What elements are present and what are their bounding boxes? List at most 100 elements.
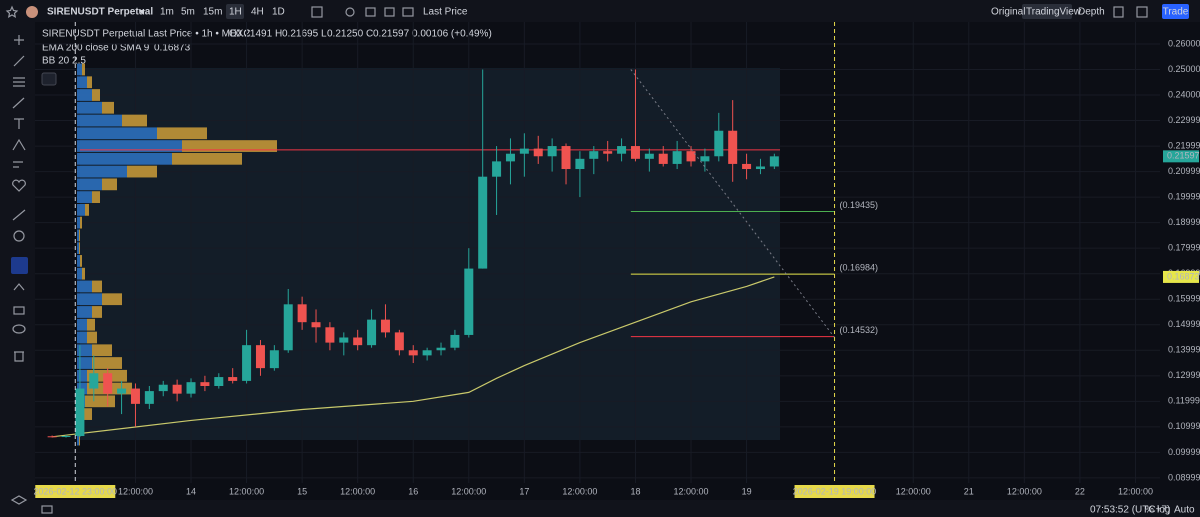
profile-down [92, 191, 100, 203]
timeframe[interactable]: 5m [181, 7, 195, 18]
candle-body [436, 347, 446, 351]
candle-body [228, 377, 238, 381]
candle-body [755, 166, 765, 170]
profile-up [77, 369, 87, 382]
x-tick-label: 22 [1075, 486, 1085, 496]
timeframe[interactable]: 1H [229, 7, 242, 18]
y-tick-label: 0.25000 [1168, 64, 1200, 74]
trade-button[interactable] [1162, 4, 1189, 19]
profile-up [77, 433, 79, 446]
candle-body [186, 382, 196, 394]
timeframe[interactable]: 15m [203, 7, 222, 18]
profile-down [85, 395, 115, 408]
legend: SIRENUSDT Perpetual Last Price • 1h • ME… [41, 29, 492, 86]
symbol[interactable]: SIRENUSDT Perpetual [47, 7, 153, 18]
candle-body [75, 388, 85, 437]
toolbar-icon[interactable] [1113, 6, 1124, 18]
profile-down [102, 101, 114, 114]
visibility-tool[interactable] [12, 324, 26, 334]
pattern-tool[interactable] [12, 138, 26, 151]
indicator-icon[interactable] [345, 7, 355, 17]
y-tick-label: 0.15999 [1168, 294, 1200, 304]
timeframe[interactable]: 4H [251, 7, 264, 18]
candle-body [672, 151, 682, 164]
avatar[interactable] [26, 6, 38, 18]
profile-down [79, 433, 80, 446]
brush-tool[interactable] [12, 97, 25, 109]
percent-toggle[interactable]: % [1145, 505, 1154, 516]
profile-up [77, 267, 82, 280]
candle-body [380, 319, 390, 333]
line-tool[interactable] [13, 55, 25, 67]
delete-tool[interactable] [14, 351, 24, 362]
profile-down [182, 140, 277, 152]
view-tab[interactable]: Depth [1078, 7, 1105, 18]
candle-body [533, 148, 543, 157]
candle-body [144, 391, 154, 404]
candle-body [339, 337, 349, 343]
collapse-button[interactable] [41, 72, 57, 86]
profile-up [77, 203, 85, 216]
x-tick-label: 17 [519, 486, 529, 496]
crosshair-tool[interactable] [14, 35, 24, 45]
stay-drawing-tool[interactable] [13, 283, 25, 291]
text-tool[interactable] [14, 118, 24, 129]
profile-up [77, 216, 80, 229]
fullscreen-icon[interactable] [1136, 6, 1148, 18]
dropdown-icon[interactable] [139, 10, 145, 14]
bb-legend: BB 20 2.5 [42, 56, 86, 67]
fib-tool[interactable] [13, 77, 25, 87]
candle-body [603, 151, 613, 154]
candle-body [505, 153, 515, 162]
profile-down [102, 293, 122, 306]
candle-body [575, 158, 585, 170]
prediction-tool[interactable] [13, 161, 23, 168]
x-tick-label: 12:00:00 [1007, 486, 1042, 496]
price-type[interactable]: Last Price [423, 7, 468, 18]
candle-body [311, 322, 321, 328]
price-badge-label: 0.21597 [1167, 151, 1200, 161]
snapshot-icon[interactable] [402, 7, 414, 17]
chart-type-icon[interactable] [311, 6, 323, 18]
layers-icon[interactable] [10, 495, 28, 505]
candle-body [617, 146, 627, 154]
magnet-tool-active[interactable] [11, 257, 28, 274]
candle-body [117, 388, 127, 394]
ema-badge-label: 0.16873 [1167, 271, 1200, 281]
view-tab[interactable]: TradingView [1026, 7, 1082, 18]
level-label: (0.19435) [840, 200, 879, 210]
y-tick-label: 0.09999 [1168, 447, 1200, 457]
timeframe[interactable]: 1D [272, 7, 285, 18]
settings-icon[interactable] [384, 7, 395, 17]
candle-body [422, 350, 432, 356]
candle-body [130, 388, 140, 404]
favorite-icon[interactable] [5, 5, 19, 18]
plot: 0.26000 0.25000 0.24000 0.22999 0.21999 0.209… [33, 22, 1200, 498]
candle-body [700, 156, 710, 162]
date-range-icon[interactable] [41, 505, 53, 514]
log-toggle[interactable]: log [1157, 505, 1170, 516]
level-label: (0.16984) [840, 262, 879, 272]
view-tab[interactable]: Original [991, 7, 1025, 18]
layout-icon[interactable] [365, 7, 376, 17]
profile-down [82, 408, 92, 420]
legend-title: SIRENUSDT Perpetual Last Price • 1h • ME… [42, 29, 251, 40]
candle-body [47, 436, 57, 438]
candle-body [658, 153, 668, 164]
profile-down [157, 127, 207, 140]
y-tick-label: 0.08999 [1168, 472, 1200, 482]
auto-toggle[interactable]: Auto [1174, 505, 1195, 516]
trade-label[interactable]: Trade [1163, 7, 1189, 18]
zoom-tool[interactable] [13, 230, 25, 242]
lock-tool[interactable] [13, 306, 25, 315]
profile-up [77, 76, 87, 89]
x-tick-label: 12:00:00 [1118, 486, 1153, 496]
favorite-tool[interactable] [12, 179, 26, 192]
candle-body [158, 384, 168, 392]
ruler-tool[interactable] [12, 209, 26, 221]
timeframe[interactable]: 1m [160, 7, 174, 18]
profile-down [172, 152, 242, 165]
ema-legend: EMA 200 close 0 SMA 9 [42, 43, 150, 54]
